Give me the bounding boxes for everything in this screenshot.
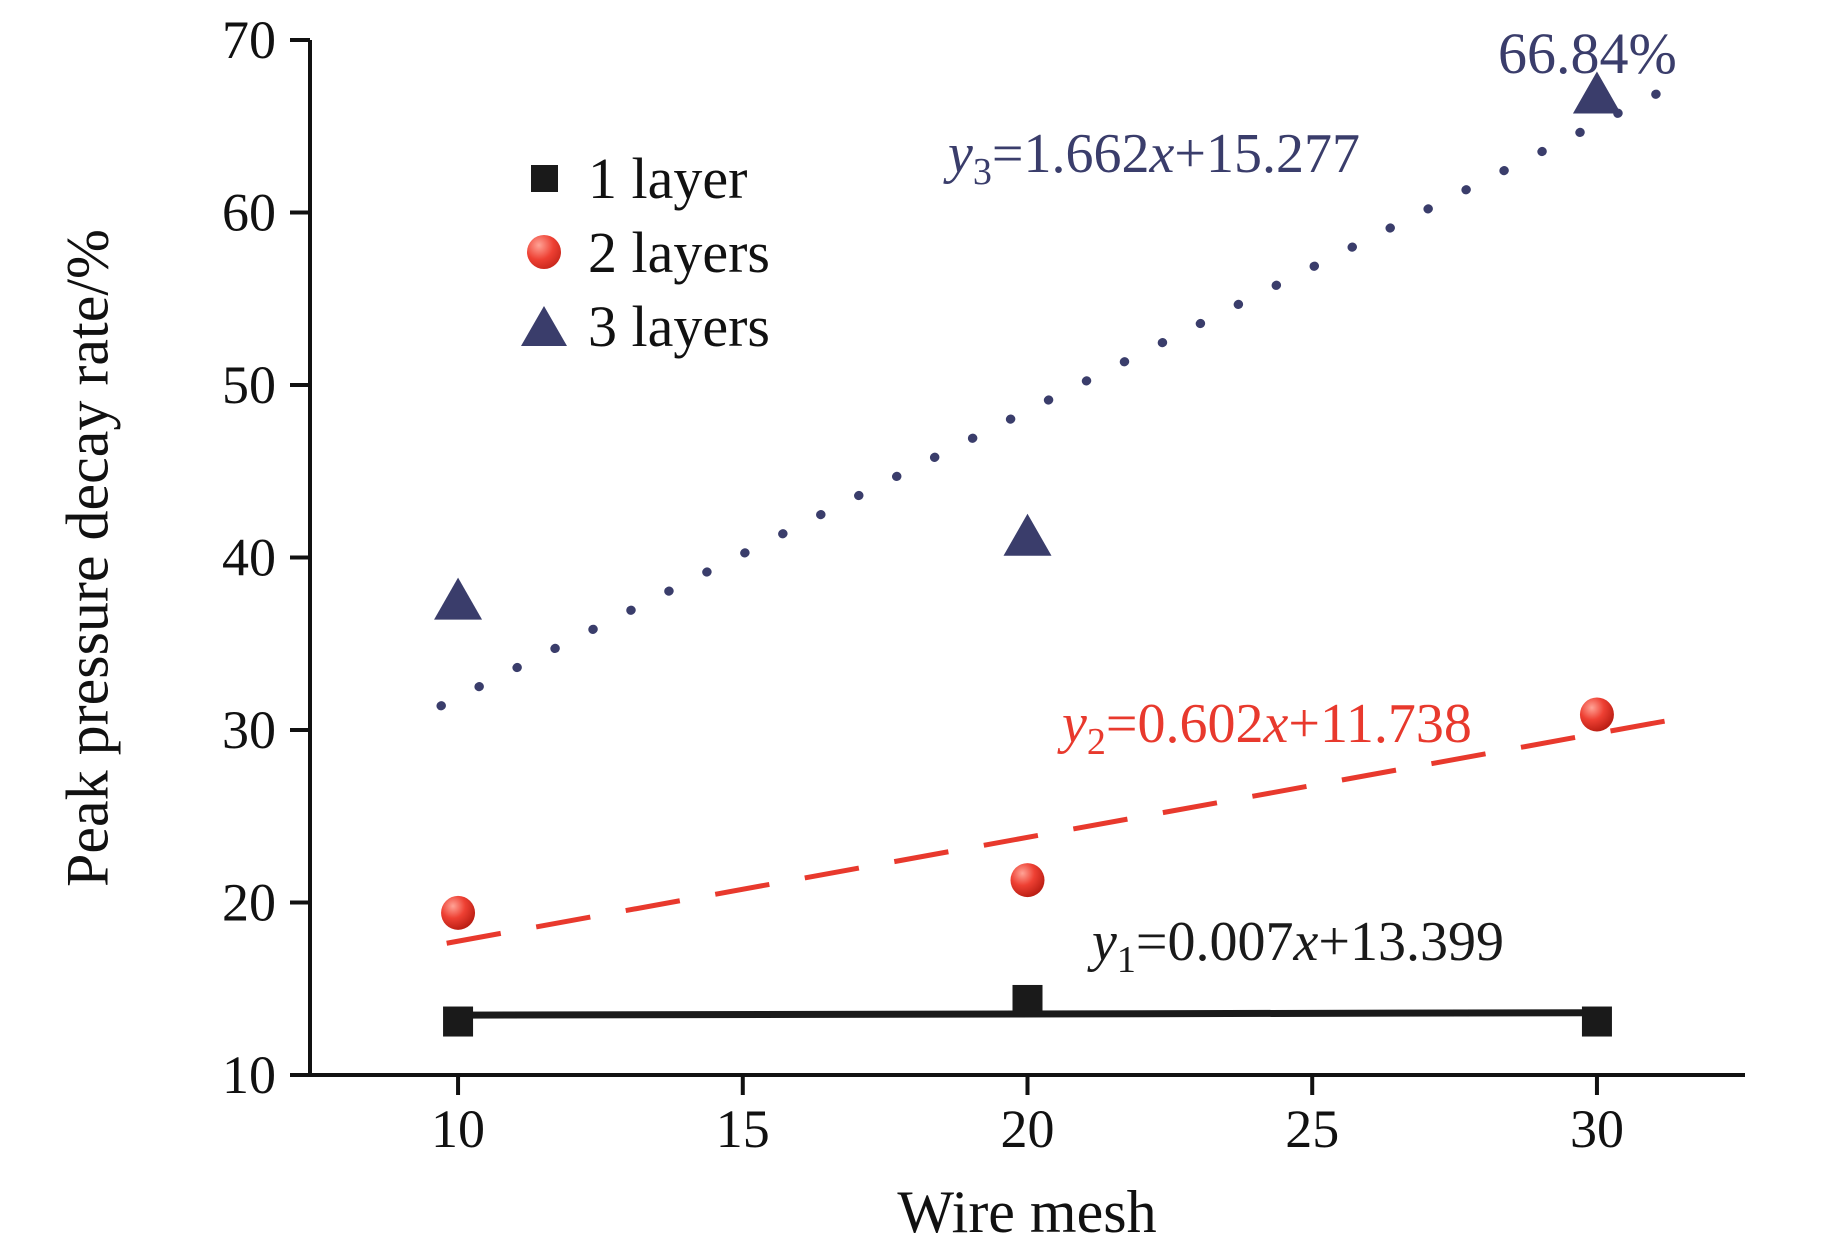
y-tick-label: 30 <box>222 700 276 760</box>
data-point-circle <box>1010 863 1045 898</box>
eq-mid: =0.007 <box>1135 911 1294 973</box>
y-tick-label: 10 <box>222 1045 276 1105</box>
eq-var: y <box>1062 693 1087 755</box>
trend-line-3-layers <box>436 82 1676 711</box>
data-point-triangle <box>1003 513 1052 556</box>
data-point-triangle <box>1572 71 1621 114</box>
y-tick-label: 70 <box>222 10 276 70</box>
y-axis-title: Peak pressure decay rate/% <box>54 228 121 888</box>
eq-sub: 1 <box>1116 939 1136 982</box>
legend-item-2-layers: 2 layers <box>512 219 770 285</box>
legend-marker-cell <box>512 235 576 269</box>
legend-marker-cell <box>512 306 576 346</box>
eq-x: x <box>1149 123 1175 185</box>
x-tick-label: 25 <box>1285 1099 1339 1159</box>
x-axis-title: Wire mesh <box>897 1179 1157 1245</box>
equation-label-2-layers: y2=0.602x+11.738 <box>1062 692 1472 764</box>
eq-mid: =0.602 <box>1105 693 1264 755</box>
eq-sub: 3 <box>972 151 992 194</box>
data-point-square <box>1581 1006 1612 1037</box>
trend-line-2-layers <box>446 714 1689 946</box>
legend-label-1-layer: 1 layer <box>588 145 748 211</box>
square-marker-icon <box>530 164 558 192</box>
data-point-square <box>1012 984 1043 1015</box>
eq-var: y <box>948 123 973 185</box>
eq-x: x <box>1293 911 1319 973</box>
circle-marker-icon <box>527 235 561 269</box>
x-tick-label: 20 <box>1001 1099 1055 1159</box>
x-tick-label: 10 <box>431 1099 485 1159</box>
data-point-triangle <box>434 577 483 620</box>
equation-label-3-layers: y3=1.662x+15.277 <box>948 122 1360 194</box>
legend: 1 layer 2 layers 3 layers <box>512 145 770 359</box>
x-tick-label: 15 <box>716 1099 770 1159</box>
eq-tail: +15.277 <box>1174 123 1360 185</box>
legend-label-2-layers: 2 layers <box>588 219 770 285</box>
eq-tail: +13.399 <box>1318 911 1504 973</box>
x-tick-label: 30 <box>1570 1099 1624 1159</box>
y-tick-label: 20 <box>222 873 276 933</box>
eq-x: x <box>1263 693 1289 755</box>
eq-mid: =1.662 <box>991 123 1150 185</box>
max-point-label: 66.84% <box>1498 21 1677 86</box>
data-point-circle <box>1579 697 1614 732</box>
legend-marker-cell <box>512 164 576 192</box>
legend-item-1-layer: 1 layer <box>512 145 770 211</box>
data-point-circle <box>441 895 476 930</box>
eq-tail: +11.738 <box>1288 693 1472 755</box>
y-tick-label: 40 <box>222 528 276 588</box>
triangle-marker-icon <box>521 306 567 346</box>
legend-label-3-layers: 3 layers <box>588 293 770 359</box>
eq-var: y <box>1092 911 1117 973</box>
eq-sub: 2 <box>1086 721 1106 764</box>
y-tick-label: 50 <box>222 355 276 415</box>
legend-item-3-layers: 3 layers <box>512 293 770 359</box>
y-tick-label: 60 <box>222 183 276 243</box>
data-point-square <box>443 1006 474 1037</box>
equation-label-1-layer: y1=0.007x+13.399 <box>1092 910 1504 982</box>
